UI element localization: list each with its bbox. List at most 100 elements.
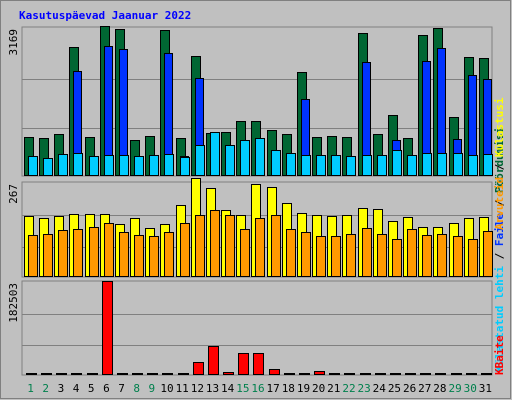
x-tick-label: 17 xyxy=(267,382,280,395)
bar-hits-3-day-10 xyxy=(164,154,174,176)
x-tick-label: 19 xyxy=(297,382,310,395)
x-tick-label: 20 xyxy=(312,382,325,395)
bar-hits-3-day-12 xyxy=(195,145,205,176)
bar-kbytes-1-day-16 xyxy=(253,353,264,375)
x-tick-label: 27 xyxy=(418,382,431,395)
bar-hits-3-day-3 xyxy=(58,154,68,176)
legend-entry: KBaite xyxy=(493,335,506,375)
x-tick-label: 8 xyxy=(133,382,140,395)
bar-hits-3-day-27 xyxy=(422,153,432,176)
x-tick-label: 15 xyxy=(236,382,249,395)
bar-hits-3-day-11 xyxy=(180,157,190,176)
x-tick-label: 18 xyxy=(282,382,295,395)
x-tick-label: 1 xyxy=(27,382,34,395)
x-tick-label: 29 xyxy=(448,382,461,395)
x-tick-label: 22 xyxy=(342,382,355,395)
bar-visits-2-day-5 xyxy=(89,227,99,277)
bar-hits-3-day-24 xyxy=(377,155,387,176)
panel-kbytes: 182503 xyxy=(7,280,493,376)
legend: Arvuteid / Külastusi xyxy=(493,97,506,230)
bar-hits-3-day-26 xyxy=(407,155,417,176)
bar-hits-3-day-15 xyxy=(240,140,250,176)
bar-visits-2-day-17 xyxy=(271,215,281,277)
bar-kbytes-1-day-30 xyxy=(466,373,477,375)
bar-kbytes-1-day-14 xyxy=(223,372,234,375)
panel-hits: 3169 xyxy=(7,26,493,177)
bar-visits-2-day-19 xyxy=(301,232,311,277)
x-tick-label: 31 xyxy=(479,382,492,395)
y-max-label: 267 xyxy=(7,184,20,204)
x-tick-label: 26 xyxy=(403,382,416,395)
bar-visits-2-day-9 xyxy=(149,236,159,277)
bar-kbytes-1-day-23 xyxy=(360,373,371,375)
bar-visits-2-day-26 xyxy=(407,229,417,277)
bar-hits-3-day-14 xyxy=(225,145,235,176)
bar-visits-2-day-20 xyxy=(316,236,326,277)
bar-kbytes-1-day-9 xyxy=(147,373,158,375)
bar-visits-2-day-1 xyxy=(28,235,38,277)
bar-hits-3-day-28 xyxy=(437,153,447,176)
bar-hits-3-day-31 xyxy=(483,154,493,176)
x-tick-label: 25 xyxy=(388,382,401,395)
x-tick-label: 13 xyxy=(206,382,219,395)
x-tick-label: 14 xyxy=(221,382,235,395)
bar-visits-2-day-23 xyxy=(362,228,372,277)
legend-entry: Faile xyxy=(493,213,506,246)
bar-hits-3-day-17 xyxy=(271,150,281,176)
bar-visits-2-day-28 xyxy=(437,234,447,277)
bar-visits-2-day-22 xyxy=(346,234,356,277)
bar-kbytes-1-day-22 xyxy=(344,373,355,375)
y-max-label: 182503 xyxy=(7,283,20,323)
bar-visits-2-day-16 xyxy=(255,218,265,277)
bar-hits-3-day-2 xyxy=(43,158,53,176)
x-tick-label: 12 xyxy=(191,382,204,395)
x-tick-label: 11 xyxy=(176,382,189,395)
x-tick-label: 23 xyxy=(358,382,371,395)
x-tick-label: 21 xyxy=(327,382,340,395)
bar-visits-2-day-25 xyxy=(392,239,402,277)
bar-kbytes-1-day-18 xyxy=(284,373,295,375)
bar-hits-3-day-1 xyxy=(28,156,38,176)
chart-panels: 3169 267 182503 xyxy=(7,26,493,376)
bar-visits-2-day-3 xyxy=(58,230,68,277)
x-tick-label: 2 xyxy=(42,382,49,395)
bar-kbytes-1-day-4 xyxy=(71,373,82,375)
bar-kbytes-1-day-27 xyxy=(420,373,431,375)
bar-hits-3-day-29 xyxy=(453,153,463,176)
bar-hits-3-day-18 xyxy=(286,153,296,176)
x-tick-label: 28 xyxy=(433,382,446,395)
x-tick-label: 4 xyxy=(73,382,80,395)
bar-kbytes-1-day-5 xyxy=(87,373,98,375)
x-tick-label: 16 xyxy=(251,382,264,395)
bar-visits-2-day-13 xyxy=(210,210,220,277)
bar-hits-3-day-19 xyxy=(301,155,311,176)
bar-visits-2-day-10 xyxy=(164,232,174,277)
bar-kbytes-1-day-10 xyxy=(162,373,173,375)
bar-kbytes-1-day-11 xyxy=(178,373,189,375)
bar-hits-3-day-16 xyxy=(255,138,265,176)
x-tick-label: 10 xyxy=(160,382,173,395)
bar-visits-2-day-15 xyxy=(240,229,250,277)
x-tick-label: 24 xyxy=(373,382,387,395)
x-tick-label: 3 xyxy=(58,382,65,395)
bar-visits-2-day-6 xyxy=(104,223,114,277)
bar-kbytes-1-day-3 xyxy=(56,373,67,375)
legend-entry: Külastusi xyxy=(493,97,506,157)
bar-visits-2-day-18 xyxy=(286,229,296,277)
bar-kbytes-1-day-6 xyxy=(102,281,113,375)
bar-visits-2-day-4 xyxy=(73,229,83,277)
x-tick-label: 6 xyxy=(103,382,110,395)
y-max-label: 3169 xyxy=(7,29,20,56)
x-tick-label: 9 xyxy=(149,382,156,395)
bar-kbytes-1-day-24 xyxy=(375,373,386,375)
side-legends: Külastatud lehti / Faile / PöördumisiArv… xyxy=(493,97,506,375)
bar-hits-3-day-6 xyxy=(104,155,114,176)
legend: KBaite xyxy=(493,335,506,375)
bar-kbytes-1-day-21 xyxy=(329,373,340,375)
bar-kbytes-1-day-2 xyxy=(41,373,52,375)
x-axis-labels: 1 2 3 4 5 6 7 8 9 10 11 12 13 14 15 16 17 18 19 20 21 22 23 24 2… xyxy=(27,382,492,395)
bar-kbytes-1-day-7 xyxy=(117,373,128,375)
bar-visits-2-day-27 xyxy=(422,235,432,277)
